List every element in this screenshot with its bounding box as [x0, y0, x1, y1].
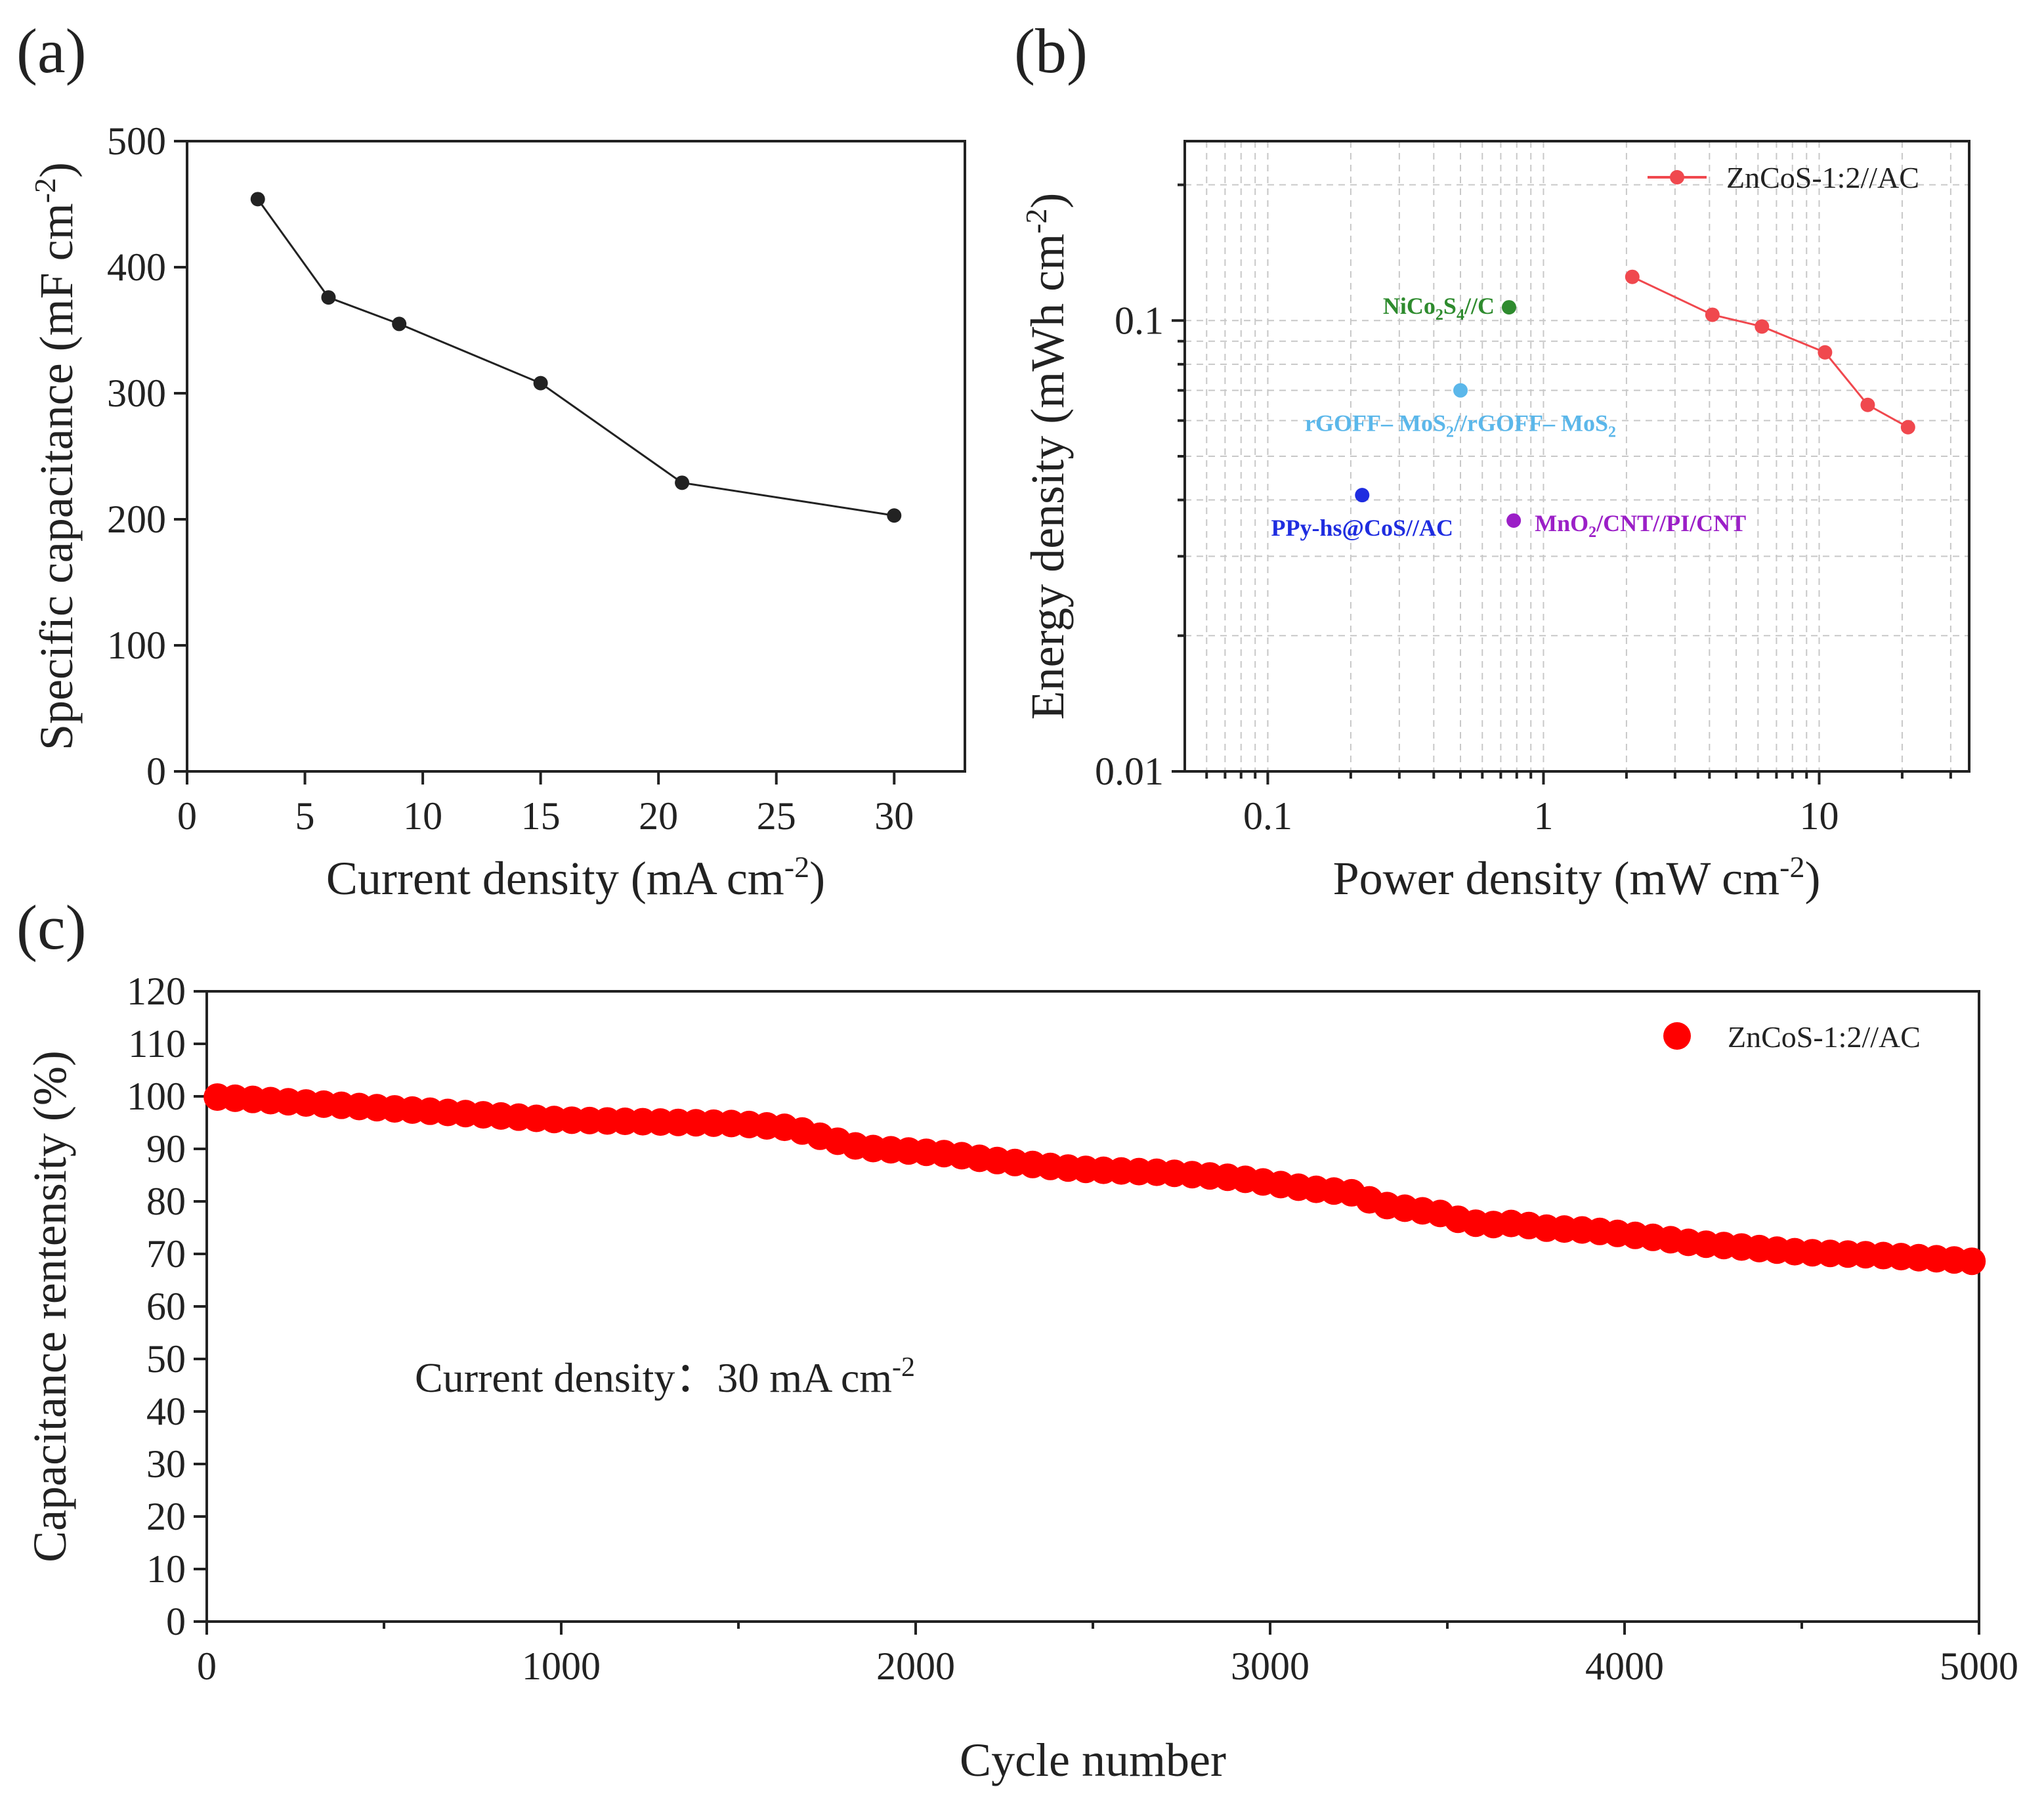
- x-tick-label: 30: [874, 794, 914, 838]
- x-tick-label: 20: [639, 794, 678, 838]
- current-density-annotation: Current density：30 mA cm-2: [415, 1352, 915, 1401]
- data-point: [321, 290, 336, 305]
- reference-label: MnO2/CNT//PI/CNT: [1535, 510, 1746, 541]
- x-tick-label: 0: [177, 794, 197, 838]
- x-tick-label: 15: [521, 794, 561, 838]
- data-point: [533, 376, 548, 391]
- capacitance-line: [257, 198, 895, 517]
- panel-b: (b) 0.1 1 10 0.01 0.1 NiCo2S4//C rGOFF– MoS2/…: [1014, 16, 1970, 905]
- panel-a-label: (a): [16, 16, 87, 86]
- panel-a-xlabel: Current density (mA cm-2): [326, 850, 825, 905]
- y-tick-label: 40: [146, 1390, 186, 1433]
- reference-point: [1355, 488, 1370, 503]
- legend-marker: [1670, 170, 1684, 184]
- x-tick-label: 1: [1533, 794, 1553, 838]
- reference-point: [1506, 513, 1522, 528]
- y-tick-label: 100: [107, 624, 166, 667]
- reference-point: [1453, 383, 1468, 398]
- data-point: [1755, 319, 1770, 334]
- y-tick-label: 10: [146, 1547, 186, 1591]
- panel-a-ylabel: Specific capacitance (mF cm-2): [28, 162, 83, 750]
- panel-a-frame: [186, 140, 966, 773]
- legend-label: ZnCoS-1:2//AC: [1726, 161, 1919, 194]
- panel-c-label: (c): [16, 892, 87, 962]
- reference-point: [1501, 300, 1516, 315]
- data-point: [1900, 420, 1915, 435]
- y-tick-label: 0: [166, 1600, 186, 1643]
- reference-label: rGOFF– MoS2//rGOFF– MoS2: [1305, 410, 1616, 441]
- y-tick-label: 80: [146, 1180, 186, 1223]
- data-point: [887, 508, 902, 523]
- y-tick-label: 0.01: [1095, 750, 1164, 793]
- panel-c-xlabel: Cycle number: [960, 1734, 1226, 1786]
- panel-c-legend: ZnCoS-1:2//AC: [1663, 1020, 1921, 1054]
- legend-marker: [1663, 1022, 1691, 1050]
- energy-power-line: [1632, 276, 1909, 429]
- panel-c-ylabel: Capacitance rentensity (%): [24, 1050, 76, 1562]
- y-tick-label: 0: [146, 750, 166, 793]
- legend-label: ZnCoS-1:2//AC: [1728, 1020, 1921, 1054]
- reference-label: PPy-hs@CoS//AC: [1271, 515, 1454, 541]
- x-tick-label: 1000: [522, 1645, 601, 1688]
- panel-b-legend: ZnCoS-1:2//AC: [1648, 161, 1919, 194]
- data-point: [250, 192, 265, 207]
- data-point: [392, 316, 407, 332]
- y-tick-label: 70: [146, 1232, 186, 1276]
- panel-b-label: (b): [1014, 16, 1088, 86]
- x-tick-label: 10: [1799, 794, 1839, 838]
- y-tick-label: 20: [146, 1495, 186, 1538]
- data-point: [675, 475, 690, 490]
- y-tick-label: 500: [107, 119, 166, 163]
- y-tick-label: 200: [107, 498, 166, 541]
- data-point: [1860, 397, 1875, 412]
- x-tick-label: 3000: [1231, 1645, 1309, 1688]
- y-tick-label: 120: [127, 970, 186, 1013]
- panel-c: (c) 0 1000 2000 3000 4000 5000 0 10 20 30 40 50 60 70…: [16, 892, 2018, 1786]
- x-tick-label: 5000: [1940, 1645, 2018, 1688]
- y-tick-label: 0.1: [1115, 299, 1164, 342]
- y-tick-label: 300: [107, 372, 166, 415]
- x-tick-label: 0.1: [1243, 794, 1292, 838]
- y-tick-label: 110: [128, 1022, 186, 1065]
- y-tick-label: 50: [146, 1337, 186, 1381]
- x-tick-label: 0: [197, 1645, 217, 1688]
- panel-b-xlabel: Power density (mW cm-2): [1333, 850, 1821, 905]
- y-tick-label: 400: [107, 246, 166, 289]
- y-tick-label: 90: [146, 1127, 186, 1171]
- x-tick-label: 4000: [1585, 1645, 1664, 1688]
- y-tick-label: 100: [127, 1075, 186, 1118]
- x-tick-label: 10: [403, 794, 442, 838]
- y-tick-label: 60: [146, 1285, 186, 1328]
- reference-label: NiCo2S4//C: [1383, 293, 1495, 324]
- y-tick-label: 30: [146, 1442, 186, 1486]
- panel-c-frame: [205, 990, 1980, 1623]
- x-tick-label: 25: [757, 794, 796, 838]
- cycle-point: [1958, 1247, 1986, 1276]
- data-point: [1625, 269, 1640, 284]
- data-point: [1818, 345, 1833, 360]
- panel-b-ylabel: Energy density (mWh cm-2): [1019, 193, 1074, 720]
- x-tick-label: 5: [295, 794, 315, 838]
- data-point: [1705, 307, 1720, 322]
- x-tick-label: 2000: [876, 1645, 955, 1688]
